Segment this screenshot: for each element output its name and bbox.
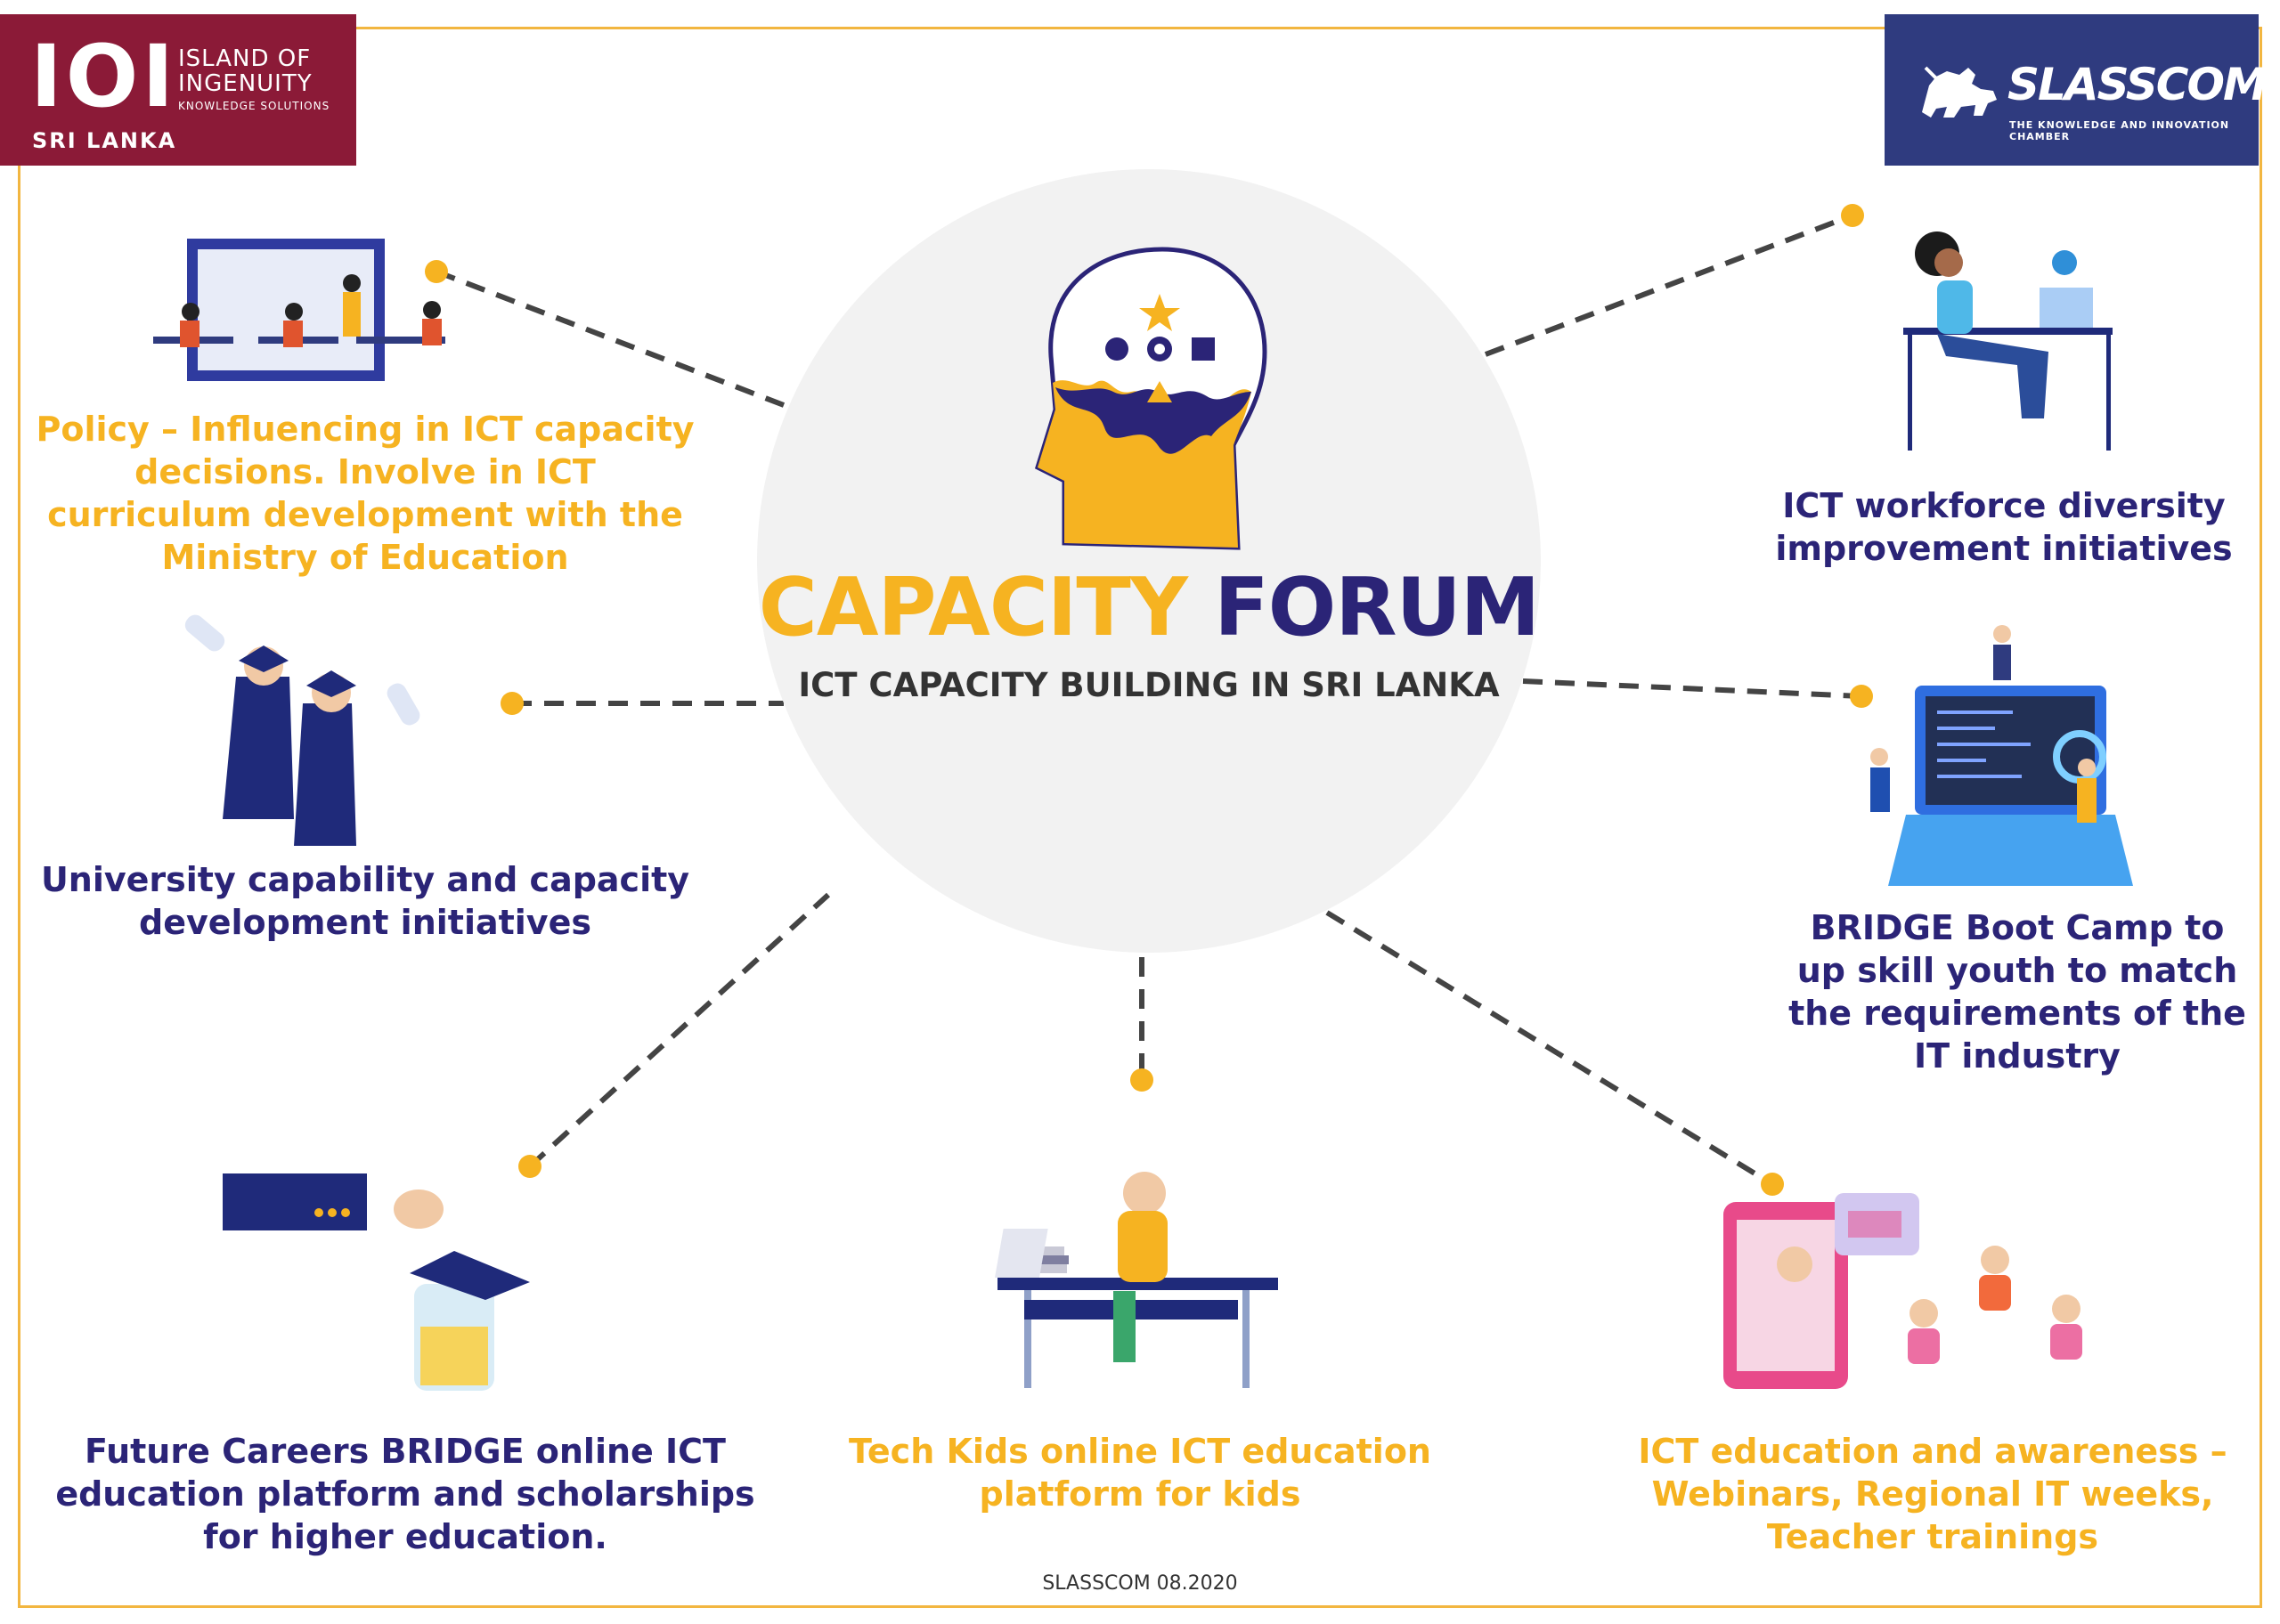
dot-diversity: [1841, 204, 1864, 227]
forum-title-part1: CAPACITY: [758, 561, 1188, 654]
ioi-name-line2: INGENUITY: [178, 70, 313, 97]
dot-education: [1761, 1173, 1784, 1196]
woman-laptop-illustration: [1903, 231, 2113, 451]
dot-bootcamp: [1850, 685, 1873, 708]
connector-future-careers: [527, 892, 831, 1169]
dot-tech-kids: [1130, 1068, 1153, 1092]
dot-policy: [425, 260, 448, 283]
label-diversity: ICT workforce diversity improvement init…: [1775, 486, 2233, 568]
ioi-logo-tagline: KNOWLEDGE SOLUTIONS: [178, 100, 330, 112]
label-future-careers: Future Careers BRIDGE online ICT educati…: [55, 1432, 755, 1556]
label-university: University capability and capacity devel…: [40, 860, 690, 942]
slasscom-logo-name: SLASSCOM: [2007, 59, 2268, 110]
slasscom-logo-tagline: THE KNOWLEDGE AND INNOVATION CHAMBER: [2009, 119, 2230, 142]
label-education-awareness: ICT education and awareness – Webinars, …: [1638, 1432, 2227, 1556]
ioi-logo-country: SRI LANKA: [32, 128, 177, 153]
forum-title: CAPACITY FORUM: [757, 561, 1541, 654]
footer-credit: SLASSCOM 08.2020: [1042, 1572, 1238, 1595]
page-frame: [18, 27, 2262, 1608]
bootcamp-laptop-illustration: [1870, 625, 2133, 886]
forum-subtitle: ICT CAPACITY BUILDING IN SRI LANKA: [798, 666, 1500, 704]
connector-bootcamp: [1522, 678, 1862, 699]
forum-title-part2: FORUM: [1214, 561, 1540, 654]
dot-future-careers: [518, 1155, 542, 1178]
jar-illustration: [223, 1173, 530, 1391]
label-tech-kids: Tech Kids online ICT education platform …: [849, 1432, 1431, 1514]
ioi-logo-mark: IOI: [30, 27, 178, 126]
webinar-illustration: [1723, 1193, 2082, 1389]
classroom-illustration: [153, 239, 445, 381]
dot-university: [501, 692, 524, 715]
label-bootcamp: BRIDGE Boot Camp to up skill youth to ma…: [1788, 908, 2246, 1076]
lion-icon: [1922, 66, 1997, 118]
ioi-logo-name: ISLAND OF INGENUITY: [178, 46, 313, 96]
student-laptop-illustration: [994, 1172, 1278, 1388]
label-policy: Policy – Influencing in ICT capacity dec…: [36, 410, 695, 577]
ioi-logo: IOI ISLAND OF INGENUITY KNOWLEDGE SOLUTI…: [0, 14, 356, 166]
connector-diversity: [1484, 213, 1854, 357]
slasscom-logo: SLASSCOM THE KNOWLEDGE AND INNOVATION CH…: [1885, 14, 2268, 166]
connector-education: [1325, 910, 1774, 1187]
graduates-illustration: [184, 614, 420, 846]
ioi-name-line1: ISLAND OF: [178, 45, 312, 72]
